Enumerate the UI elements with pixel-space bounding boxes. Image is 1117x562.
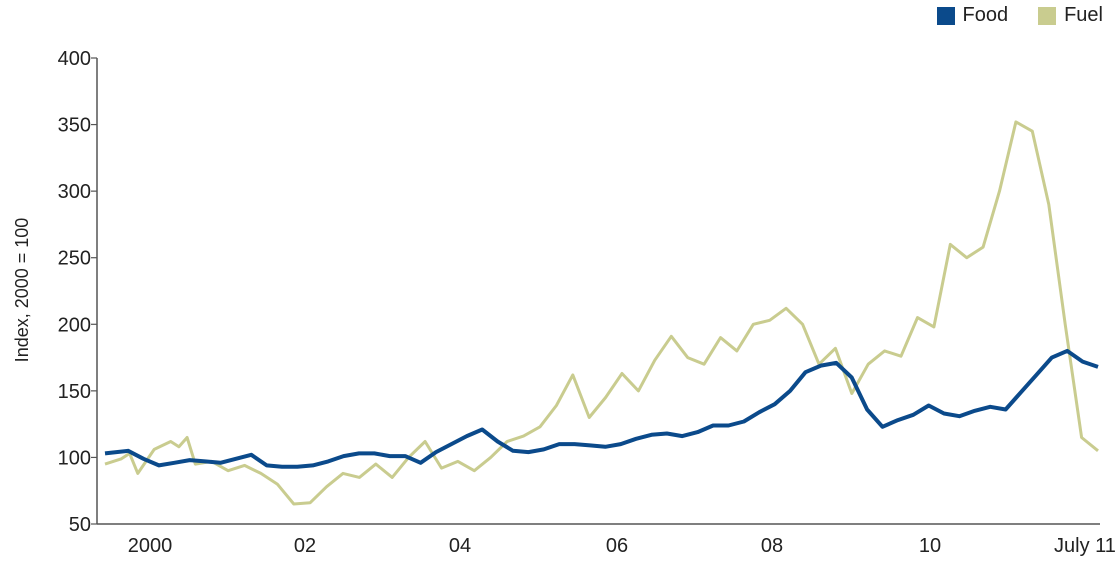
y-tick-label: 100	[58, 447, 91, 469]
series-line-food	[104, 348, 1099, 469]
x-tick-label: July 11	[1054, 535, 1116, 557]
x-tick-label: 04	[449, 535, 471, 557]
y-tick-label: 150	[58, 381, 91, 403]
series-lines	[104, 120, 1099, 506]
y-axis-title: Index, 2000 = 100	[12, 218, 32, 363]
x-tick-label: 06	[606, 535, 628, 557]
y-tick-label: 200	[58, 314, 91, 336]
legend-item-food[interactable]: Food	[936, 4, 1009, 27]
y-axis-ticks: 50 100 150 200 250 300 350 400	[58, 48, 97, 536]
x-tick-label: 10	[919, 535, 941, 557]
y-tick-label: 250	[58, 248, 91, 270]
legend-label-food: Food	[962, 4, 1009, 26]
y-tick-label: 50	[69, 514, 91, 536]
legend-item-fuel[interactable]: Fuel	[1038, 4, 1103, 27]
y-tick-label: 300	[58, 181, 91, 203]
x-axis-ticks: 2000 02 04 06 08 10 July 11	[128, 535, 1116, 557]
axes	[96, 58, 1100, 525]
x-tick-label: 02	[294, 535, 316, 557]
legend-swatch-food	[936, 6, 955, 25]
x-tick-label: 2000	[128, 535, 173, 557]
legend-label-fuel: Fuel	[1064, 4, 1103, 26]
x-tick-label: 08	[761, 535, 783, 557]
legend: Food Fuel	[936, 4, 1103, 27]
series-line-fuel	[104, 120, 1099, 506]
legend-swatch-fuel	[1038, 6, 1057, 25]
y-tick-label: 400	[58, 48, 91, 70]
y-tick-label: 350	[58, 115, 91, 137]
